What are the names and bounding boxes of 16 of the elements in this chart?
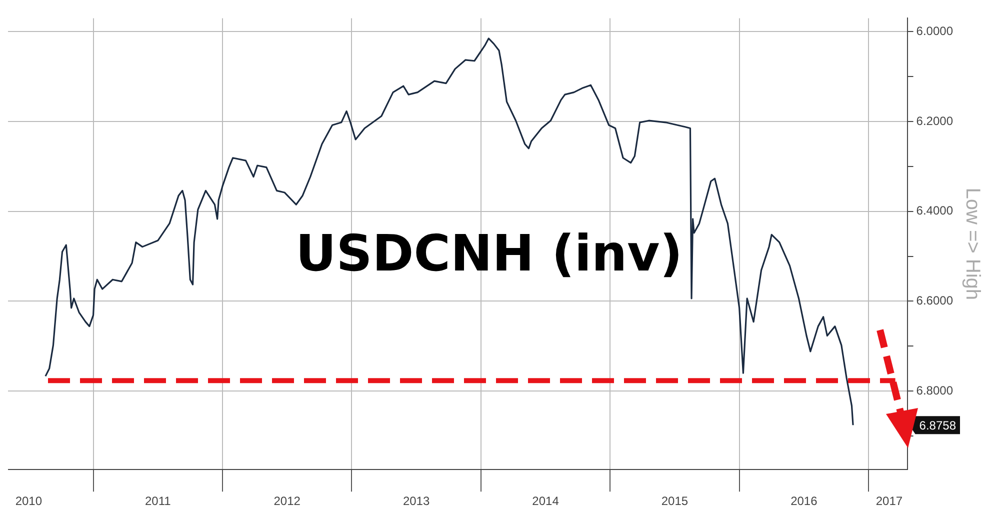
x-tick-label: 2015 — [661, 494, 688, 508]
y-tick-label: 6.0000 — [916, 24, 954, 38]
y-tick-label: 6.4000 — [916, 204, 954, 218]
x-tick-label: 2017 — [876, 494, 903, 508]
x-tick-label: 2011 — [144, 494, 172, 508]
y-tick-label: 6.8000 — [916, 383, 954, 398]
text: USDCNH (inv) — [296, 224, 683, 282]
y-axis-title: Low => High — [961, 188, 984, 300]
x-tick-label: 2010 — [15, 494, 42, 508]
text: 6.8758 — [919, 418, 956, 432]
x-tick-label: 2014 — [532, 494, 560, 508]
y-tick-label: 6.2000 — [916, 114, 954, 128]
x-tick-label: 2013 — [402, 494, 430, 508]
x-tick-label: 2012 — [274, 494, 301, 508]
y-tick-label: 6.6000 — [916, 293, 954, 308]
x-tick-label: 2016 — [790, 494, 818, 508]
